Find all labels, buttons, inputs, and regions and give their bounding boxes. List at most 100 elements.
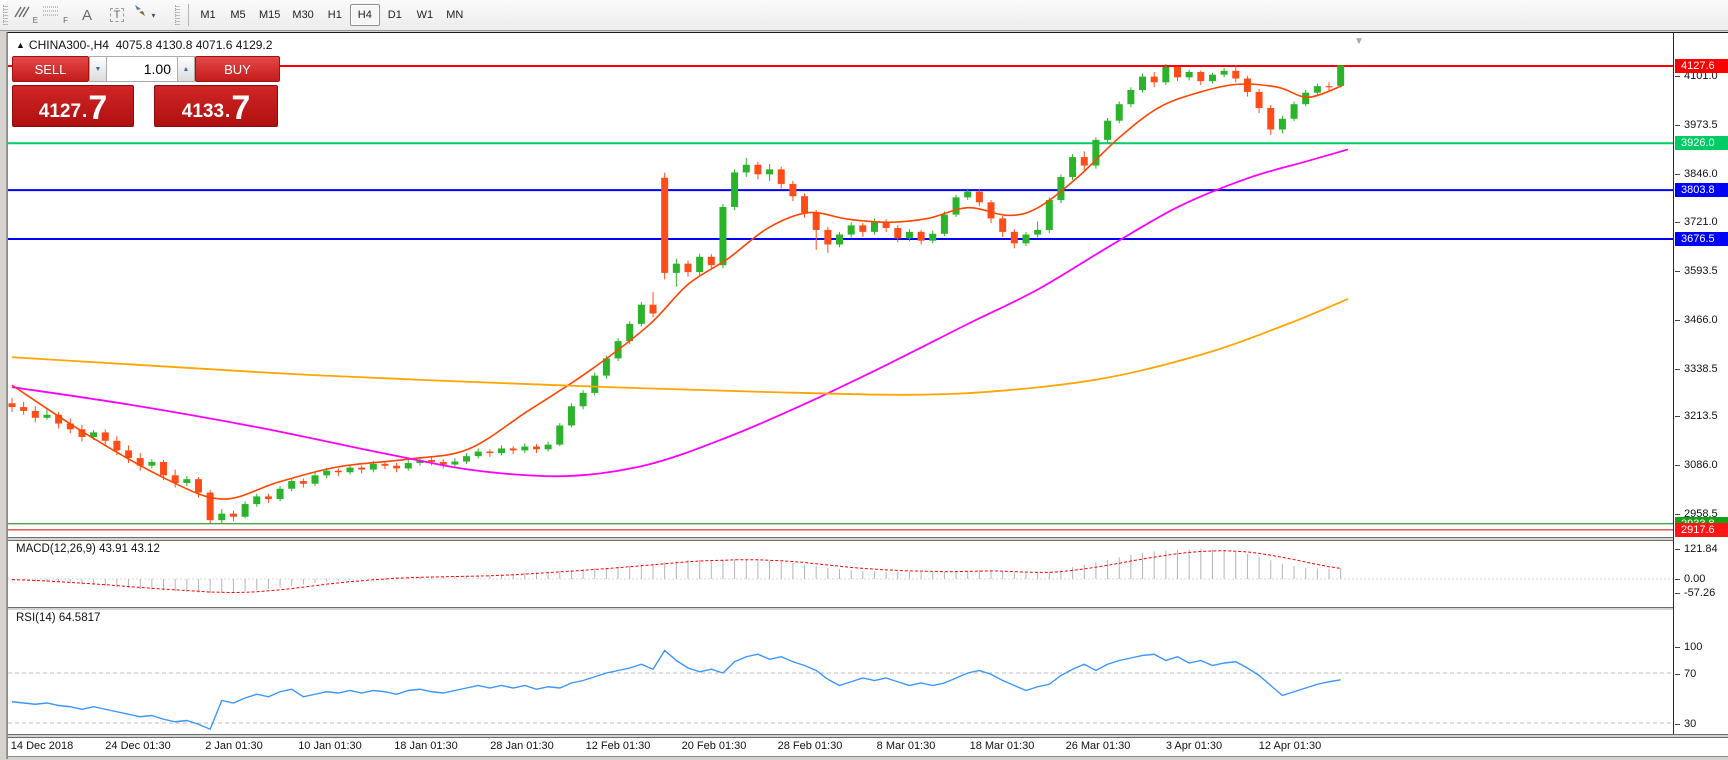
volume-input[interactable]: 1.00 — [107, 56, 177, 82]
timeframe-m5[interactable]: M5 — [230, 9, 246, 21]
candle-body — [626, 323, 634, 342]
candle-body — [1115, 104, 1123, 121]
price-axis[interactable]: 4101.0 3973.5 3846.0 3721.0 3593.5 3466.0 3338… — [1674, 34, 1728, 734]
candle-body — [661, 177, 669, 273]
sell-button[interactable]: SELL — [12, 56, 89, 82]
toolbar-separator — [188, 4, 189, 26]
time-axis[interactable]: 14 Dec 2018 24 Dec 01:30 2 Jan 01:30 10 Jan… — [8, 738, 1728, 756]
candle-body — [288, 481, 296, 489]
macd-canvas[interactable] — [8, 541, 1673, 607]
buy-price-display[interactable]: 4133. 7 — [154, 85, 278, 127]
candle-body — [299, 481, 307, 484]
price-badge-3676.5: 3676.5 — [1675, 231, 1728, 246]
candle-body — [847, 225, 855, 235]
candle-body — [952, 197, 960, 215]
timeframe-mn[interactable]: MN — [446, 9, 464, 21]
candle-body — [812, 212, 820, 230]
candle-body — [428, 459, 436, 462]
timeframe-m1[interactable]: M1 — [200, 9, 216, 21]
candle-body — [451, 461, 459, 465]
candle-body — [777, 169, 785, 184]
collapse-panel-arrow-icon[interactable]: ▲ — [16, 40, 25, 50]
macd-pane[interactable]: MACD(12,26,9) 43.91 43.12 — [8, 541, 1673, 607]
candle-body — [801, 196, 809, 213]
price-tick: 3721.0 — [1675, 215, 1718, 228]
candle-body — [43, 414, 51, 418]
candle-body — [649, 304, 657, 314]
rsi-pane[interactable]: RSI(14) 64.5817 — [8, 610, 1673, 734]
timeframe-m15[interactable]: M15 — [259, 9, 281, 21]
toolbar-grip-2[interactable] — [175, 5, 180, 25]
rsi-canvas[interactable] — [8, 610, 1673, 734]
candle-body — [1104, 120, 1112, 140]
candle-body — [229, 513, 237, 517]
timeframe-h4[interactable]: H4 — [349, 4, 380, 26]
timeframe-d1[interactable]: D1 — [387, 9, 402, 21]
chart-shift-marker-icon[interactable]: ▼ — [1354, 36, 1364, 47]
pane-separator[interactable] — [8, 537, 1728, 541]
volume-increase-button[interactable]: ▲ — [177, 56, 195, 82]
candle-body — [183, 479, 191, 483]
price-badge-4127.6: 4127.6 — [1675, 59, 1728, 73]
candle-body — [463, 456, 471, 462]
pane-separator[interactable] — [8, 734, 1728, 738]
ohlc-values: 4075.8 4130.8 4071.6 4129.2 — [115, 38, 273, 52]
candle-body — [707, 256, 715, 266]
candle-body — [637, 304, 645, 324]
grid-icon[interactable]: F — [42, 3, 72, 27]
candle-body — [346, 467, 354, 473]
price-axis-border — [1673, 33, 1674, 734]
price-tick: 3086.0 — [1675, 459, 1718, 472]
candle-body — [999, 218, 1007, 232]
main-price-pane[interactable]: ▲ CHINA300-,H4 4075.8 4130.8 4071.6 4129.… — [8, 34, 1673, 537]
candle-body — [964, 191, 972, 198]
candle-body — [1255, 91, 1263, 109]
timeframe-group: M1 M5 M15 M30 H1 H4 D1 W1 MN — [193, 4, 470, 26]
date-label: 2 Jan 01:30 — [205, 740, 263, 752]
indicators-pencil-icon[interactable]: E — [12, 3, 42, 27]
sell-price-display[interactable]: 4127. 7 — [12, 85, 134, 127]
candle-body — [975, 191, 983, 203]
candle-body — [719, 206, 727, 266]
timeframe-m30[interactable]: M30 — [292, 9, 314, 21]
candle-body — [591, 375, 599, 393]
candle-body — [1174, 66, 1181, 78]
text-box-icon[interactable]: T — [102, 3, 132, 27]
macd-label: MACD(12,26,9) 43.91 43.12 — [16, 543, 160, 555]
candle-body — [1232, 70, 1240, 79]
arrows-style-dropdown-icon[interactable]: ▾ — [132, 3, 172, 27]
rsi-line — [11, 649, 1341, 731]
candle-body — [358, 467, 366, 470]
candle-body — [393, 465, 401, 469]
candle-body — [905, 231, 913, 239]
timeframe-w1[interactable]: W1 — [416, 9, 434, 21]
window-left-frame — [0, 32, 7, 759]
volume-decrease-button[interactable]: ▼ — [89, 56, 107, 82]
candle-body — [253, 496, 261, 505]
date-label: 24 Dec 01:30 — [105, 740, 171, 752]
date-label: 20 Feb 01:30 — [681, 740, 747, 752]
date-label: 3 Apr 01:30 — [1165, 740, 1223, 752]
candle-body — [1092, 139, 1100, 166]
candle-body — [929, 233, 937, 241]
rsi-tick: 30 — [1674, 718, 1697, 730]
toolbar-grip[interactable] — [3, 5, 8, 25]
candle-body — [276, 488, 284, 500]
candle-body — [20, 407, 28, 411]
macd-tick: 0.00 — [1674, 573, 1706, 585]
chart-title: ▲ CHINA300-,H4 4075.8 4130.8 4071.6 4129.… — [16, 38, 272, 52]
candle-body — [1069, 157, 1077, 178]
candle-body — [8, 403, 16, 408]
candle-body — [148, 461, 156, 466]
text-label-icon[interactable]: A — [81, 6, 92, 24]
candle-body — [439, 461, 447, 465]
buy-button[interactable]: BUY — [195, 56, 280, 82]
chart-window: ▲ CHINA300-,H4 4075.8 4130.8 4071.6 4129.… — [7, 32, 1728, 760]
price-chart-canvas[interactable] — [8, 34, 1673, 537]
date-label: 28 Feb 01:30 — [777, 740, 843, 752]
timeframe-h1[interactable]: H1 — [327, 9, 342, 21]
one-click-trading-panel: SELL ▼ 1.00 ▲ BUY 4127. 7 4133. 7 — [12, 56, 280, 127]
candle-body — [1057, 177, 1065, 201]
price-tick: 3338.5 — [1675, 362, 1718, 375]
candle-body — [1267, 108, 1275, 130]
